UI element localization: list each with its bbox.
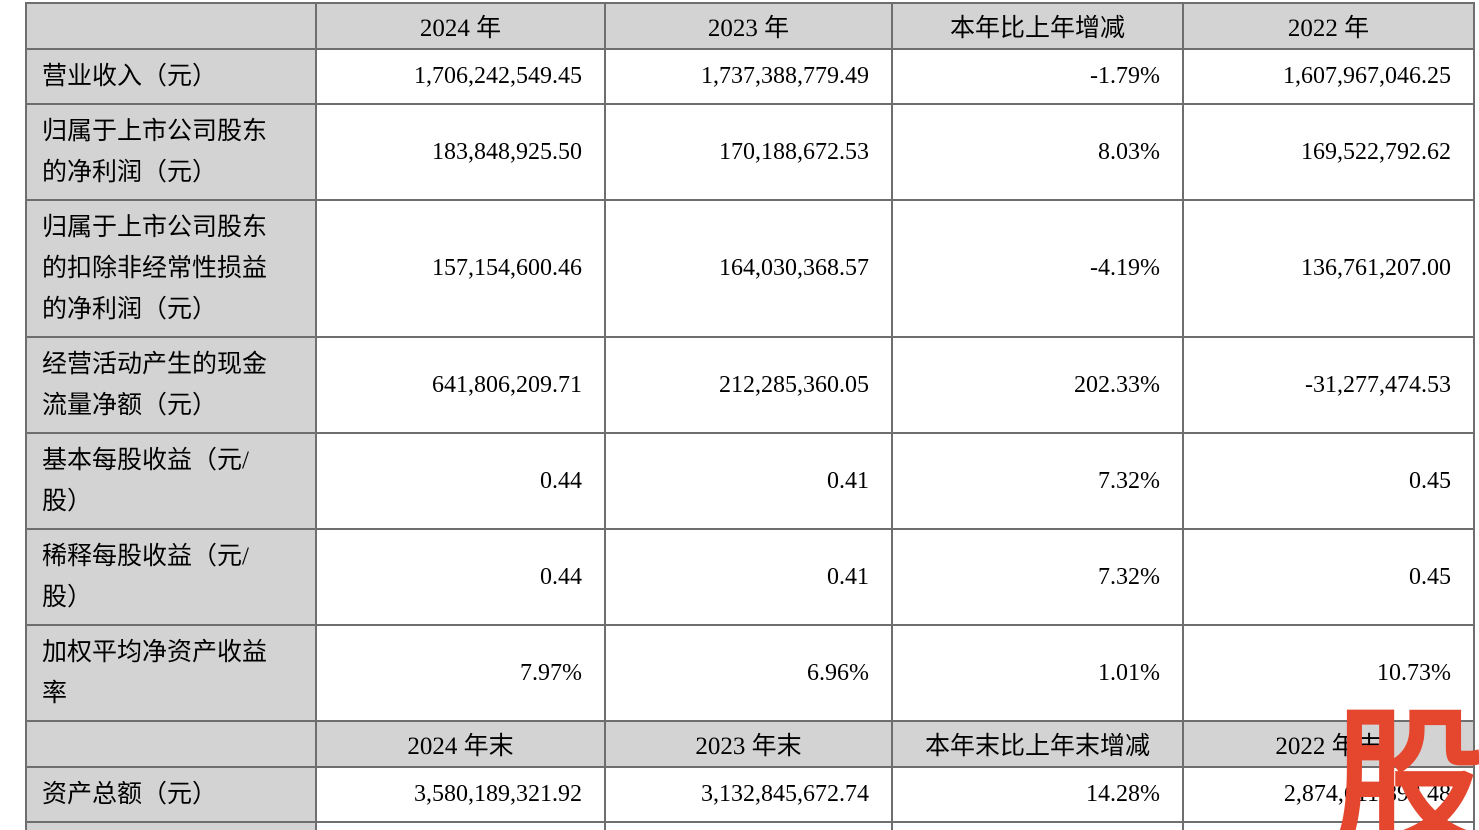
cell-2023: 3,132,845,672.74 [604, 766, 893, 823]
header-2024: 2024 年 [315, 2, 606, 50]
cell-2023: 0.41 [604, 528, 893, 626]
table-row-operating-cash-flow: 经营活动产生的现金 流量净额（元） 641,806,209.71 212,285… [25, 336, 1475, 434]
header-2022: 2022 年 [1182, 2, 1475, 50]
row-label: 营业收入（元） [25, 48, 317, 105]
financial-summary-table: 2024 年 2023 年 本年比上年增减 2022 年 营业收入（元） 1,7… [25, 2, 1475, 830]
cell-2022: 2,370,467,935.42 [1182, 821, 1475, 830]
row-label: 归属于上市公司股东 的净利润（元） [25, 103, 317, 201]
cell-2022: 1,607,967,046.25 [1182, 48, 1475, 105]
table-row-operating-revenue: 营业收入（元） 1,706,242,549.45 1,737,388,779.4… [25, 48, 1475, 105]
row-label: 基本每股收益（元/ 股） [25, 432, 317, 530]
cell-2022: 0.45 [1182, 432, 1475, 530]
row-label: 归属于上市公司股东 的净资产（元） [25, 821, 317, 830]
row-label: 稀释每股收益（元/ 股） [25, 528, 317, 626]
cell-2024: 2,640,902,989.61 [315, 821, 606, 830]
cell-2023: 2,226,292,526.28 [604, 821, 893, 830]
cell-2024: 0.44 [315, 432, 606, 530]
table-row-net-profit-after-nonrecurring: 归属于上市公司股东 的扣除非经常性损益 的净利润（元） 157,154,600.… [25, 199, 1475, 338]
table-row-diluted-eps: 稀释每股收益（元/ 股） 0.44 0.41 7.32% 0.45 [25, 528, 1475, 626]
table-row-net-profit: 归属于上市公司股东 的净利润（元） 183,848,925.50 170,188… [25, 103, 1475, 201]
cell-change: 8.03% [891, 103, 1184, 201]
header-2023: 2023 年 [604, 2, 893, 50]
cell-2022: 136,761,207.00 [1182, 199, 1475, 338]
cell-change: 14.28% [891, 766, 1184, 823]
header-yoy-change: 本年比上年增减 [891, 2, 1184, 50]
cell-2022: 169,522,792.62 [1182, 103, 1475, 201]
cell-2024: 641,806,209.71 [315, 336, 606, 434]
cell-2023: 212,285,360.05 [604, 336, 893, 434]
cell-2023: 0.41 [604, 432, 893, 530]
cell-change: 202.33% [891, 336, 1184, 434]
header-2022-end: 2022 年末 [1182, 720, 1475, 768]
cell-change: -4.19% [891, 199, 1184, 338]
table-row-basic-eps: 基本每股收益（元/ 股） 0.44 0.41 7.32% 0.45 [25, 432, 1475, 530]
cell-2024: 7.97% [315, 624, 606, 722]
cell-change: -1.79% [891, 48, 1184, 105]
row-label: 归属于上市公司股东 的扣除非经常性损益 的净利润（元） [25, 199, 317, 338]
cell-2023: 164,030,368.57 [604, 199, 893, 338]
cell-2023: 6.96% [604, 624, 893, 722]
cell-2024: 1,706,242,549.45 [315, 48, 606, 105]
row-label: 资产总额（元） [25, 766, 317, 823]
cell-change: 1.01% [891, 624, 1184, 722]
cell-2024: 3,580,189,321.92 [315, 766, 606, 823]
table-row-net-assets: 归属于上市公司股东 的净资产（元） 2,640,902,989.61 2,226… [25, 821, 1475, 830]
header-corner [25, 2, 317, 50]
cell-2022: 2,874,611,893.48 [1182, 766, 1475, 823]
row-label: 经营活动产生的现金 流量净额（元） [25, 336, 317, 434]
table-row-total-assets: 资产总额（元） 3,580,189,321.92 3,132,845,672.7… [25, 766, 1475, 823]
cell-2023: 170,188,672.53 [604, 103, 893, 201]
header-2023-end: 2023 年末 [604, 720, 893, 768]
cell-change: 7.32% [891, 528, 1184, 626]
cell-2022: -31,277,474.53 [1182, 336, 1475, 434]
cell-2024: 0.44 [315, 528, 606, 626]
cell-2022: 0.45 [1182, 528, 1475, 626]
header-2024-end: 2024 年末 [315, 720, 606, 768]
cell-2023: 1,737,388,779.49 [604, 48, 893, 105]
header-row-annual: 2024 年 2023 年 本年比上年增减 2022 年 [25, 2, 1475, 50]
header-row-year-end: 2024 年末 2023 年末 本年末比上年末增减 2022 年末 [25, 720, 1475, 768]
cell-change: 7.32% [891, 432, 1184, 530]
table-row-weighted-avg-roe: 加权平均净资产收益 率 7.97% 6.96% 1.01% 10.73% [25, 624, 1475, 722]
cell-2022: 10.73% [1182, 624, 1475, 722]
cell-2024: 183,848,925.50 [315, 103, 606, 201]
header-year-end-change: 本年末比上年末增减 [891, 720, 1184, 768]
row-label: 加权平均净资产收益 率 [25, 624, 317, 722]
cell-2024: 157,154,600.46 [315, 199, 606, 338]
header-corner [25, 720, 317, 768]
cell-change: 18.62% [891, 821, 1184, 830]
